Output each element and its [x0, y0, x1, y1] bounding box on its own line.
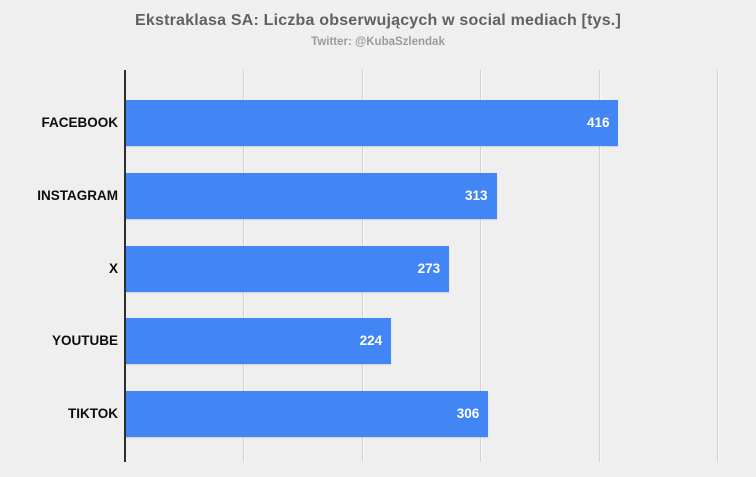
bar-facebook: 416: [126, 100, 619, 146]
y-axis-line: [124, 70, 126, 462]
plot-area: FACEBOOK 416 INSTAGRAM 313 X 273 YOUTUBE 224 TIK…: [37, 70, 756, 462]
value-label-instagram: 313: [465, 187, 488, 203]
value-label-youtube: 224: [359, 333, 383, 349]
category-label-facebook: FACEBOOK: [41, 115, 118, 130]
gridline-400: [599, 70, 600, 462]
value-label-tiktok: 306: [456, 406, 480, 421]
bar-instagram: 313: [126, 172, 497, 219]
value-label-x: 273: [417, 260, 441, 276]
bar-row-facebook: FACEBOOK 416: [41, 100, 756, 146]
gridline-300: [480, 70, 481, 462]
bar-row-tiktok: TIKTOK 306: [68, 391, 756, 437]
bar-row-instagram: INSTAGRAM 313: [37, 172, 756, 219]
chart-subtitle: Twitter: @KubaSzlendak: [311, 36, 445, 48]
category-label-tiktok: TIKTOK: [68, 406, 118, 421]
gridline-500: [717, 70, 718, 462]
chart-title: Ekstraklasa SA: Liczba obserwujących w s…: [135, 12, 621, 29]
bar-x: 273: [126, 245, 450, 292]
category-label-instagram: INSTAGRAM: [37, 187, 118, 203]
value-label-facebook: 416: [586, 115, 610, 130]
bar-youtube: 224: [126, 318, 392, 365]
bar-tiktok: 306: [126, 391, 489, 437]
category-label-x: X: [108, 260, 118, 276]
bar-row-x: X 273: [109, 245, 756, 292]
category-label-youtube: YOUTUBE: [51, 333, 118, 349]
bar-row-youtube: YOUTUBE 224: [52, 318, 756, 365]
